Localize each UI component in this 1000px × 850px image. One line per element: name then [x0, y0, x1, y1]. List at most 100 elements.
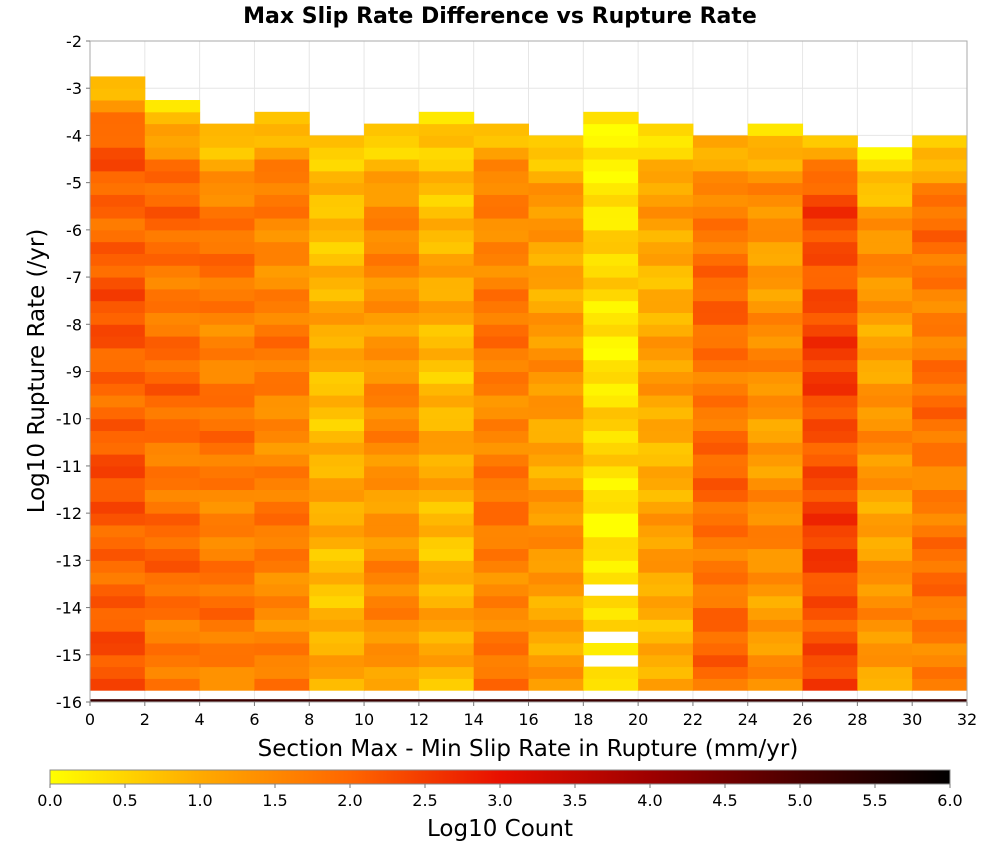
heatmap-cell [528, 654, 584, 668]
heatmap-cell [583, 182, 639, 195]
heatmap-cell [199, 513, 255, 526]
y-tick-label: -13 [56, 551, 82, 570]
heatmap-cell [199, 324, 255, 337]
heatmap-cell [638, 194, 694, 207]
heatmap-cell [583, 371, 639, 384]
heatmap-cell [254, 465, 310, 479]
x-tick-label: 26 [792, 710, 812, 729]
heatmap-cell [309, 548, 365, 561]
heatmap-cell [254, 477, 310, 491]
heatmap-cell [144, 513, 201, 526]
heatmap-cell [473, 312, 529, 325]
colorbar-tick-label: 5.0 [787, 791, 812, 810]
heatmap-cell [309, 371, 365, 384]
heatmap-cell [309, 229, 365, 243]
heatmap-cell [747, 170, 804, 184]
heatmap-cell [583, 524, 639, 538]
heatmap-cell [144, 442, 201, 455]
heatmap-cell [638, 583, 694, 597]
heatmap-cell [912, 359, 968, 372]
heatmap-cell [692, 513, 749, 526]
heatmap-cell [144, 678, 201, 691]
colorbar-tick-label: 1.0 [187, 791, 212, 810]
x-tick-label: 0 [85, 710, 95, 729]
heatmap-cell [912, 536, 968, 550]
heatmap-cell [144, 395, 201, 408]
heatmap-cell [90, 253, 146, 266]
heatmap-cell [638, 560, 694, 573]
heatmap-cell [309, 383, 365, 396]
heatmap-cell [309, 513, 365, 526]
heatmap-cell [528, 607, 584, 620]
heatmap-cell [144, 418, 201, 432]
heatmap-cell [638, 277, 694, 290]
heatmap-cell [638, 159, 694, 172]
heatmap-cell [747, 359, 804, 372]
heatmap-cell [857, 347, 913, 361]
heatmap-cell [912, 477, 968, 491]
heatmap-cell [418, 383, 475, 396]
heatmap-cell [528, 218, 584, 231]
heatmap-cell [254, 336, 310, 349]
heatmap-cell [802, 359, 858, 372]
heatmap-cell [638, 595, 694, 609]
heatmap-cell [309, 241, 365, 254]
heatmap-cell [418, 642, 475, 656]
heatmap-cell [309, 489, 365, 502]
heatmap-cell [857, 524, 913, 538]
heatmap-cell [254, 501, 310, 514]
heatmap-cell [638, 631, 694, 644]
heatmap-cell [473, 218, 529, 231]
heatmap-cell [802, 513, 858, 526]
heatmap-cell [90, 642, 146, 656]
heatmap-cell [912, 583, 968, 597]
heatmap-cell [857, 489, 913, 502]
heatmap-cell [638, 465, 694, 479]
heatmap-cell [473, 206, 529, 219]
heatmap-cell [144, 359, 201, 372]
heatmap-cell [418, 253, 475, 266]
heatmap-cell [473, 253, 529, 266]
heatmap-cell [254, 572, 310, 585]
heatmap-cell [912, 324, 968, 337]
heatmap-cell [857, 501, 913, 514]
heatmap-cell [90, 501, 146, 514]
heatmap-cell [418, 583, 475, 597]
heatmap-cell [857, 536, 913, 550]
heatmap-cell [747, 395, 804, 408]
heatmap-cell [857, 277, 913, 290]
heatmap-cell [144, 631, 201, 644]
colorbar-tick-label: 6.0 [937, 791, 962, 810]
heatmap-cell [747, 642, 804, 656]
heatmap-cell [802, 194, 858, 207]
heatmap-cell [528, 631, 584, 644]
heatmap-cell [638, 300, 694, 313]
heatmap-cell [254, 170, 310, 184]
heatmap-cell [528, 454, 584, 467]
heatmap-cell [692, 312, 749, 325]
heatmap-cell [418, 123, 475, 136]
heatmap-cell [747, 560, 804, 573]
heatmap-cell [912, 206, 968, 219]
heatmap-cell [692, 324, 749, 337]
heatmap-cell [309, 501, 365, 514]
heatmap-cell [364, 312, 420, 325]
heatmap-cell [528, 489, 584, 502]
heatmap-cell [802, 182, 858, 195]
heatmap-cell [857, 465, 913, 479]
heatmap-cell [144, 324, 201, 337]
heatmap-cell [90, 406, 146, 420]
heatmap-cell [199, 147, 255, 160]
heatmap-cell [857, 229, 913, 243]
heatmap-cell [364, 241, 420, 254]
heatmap-cell [747, 406, 804, 420]
heatmap-cell [747, 288, 804, 302]
heatmap-cell [309, 359, 365, 372]
heatmap-cell [802, 489, 858, 502]
heatmap-cell [528, 430, 584, 443]
heatmap-cell [473, 277, 529, 290]
heatmap-cell [364, 536, 420, 550]
heatmap-cell [528, 265, 584, 278]
heatmap-cell [583, 395, 639, 408]
y-tick-label: -7 [66, 268, 82, 287]
